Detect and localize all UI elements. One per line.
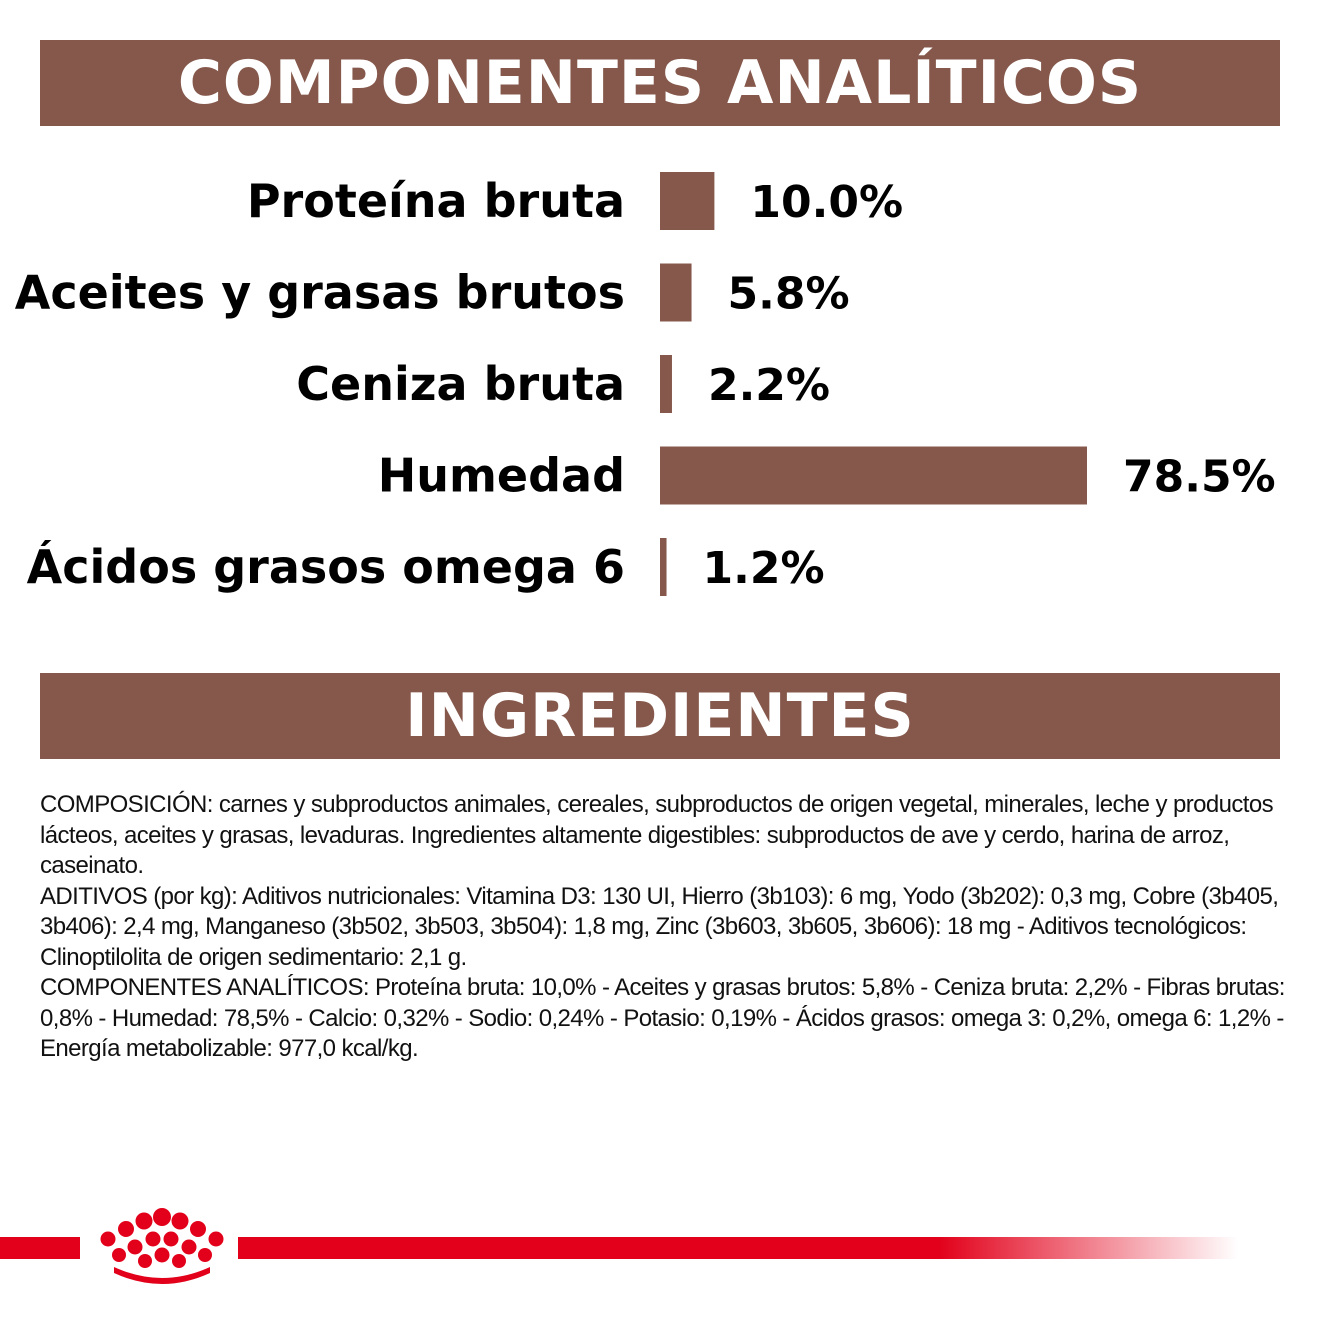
bar — [660, 355, 672, 413]
value-label: 5.8% — [728, 269, 850, 320]
footer-red-line-right — [238, 1237, 1238, 1259]
analytic-components-header: COMPONENTES ANALÍTICOS — [40, 40, 1280, 126]
category-label: Proteína bruta — [247, 174, 625, 228]
analytic-bar-chart: Proteína bruta 10.0% Aceites y grasas brut… — [15, 172, 1276, 596]
category-label: Ácidos grasos omega 6 — [27, 540, 625, 594]
value-label: 2.2% — [708, 360, 830, 411]
footer-red-line-left — [0, 1237, 80, 1259]
ingredients-title: INGREDIENTES — [405, 681, 915, 751]
value-label: 1.2% — [703, 543, 825, 594]
bar — [660, 263, 692, 322]
analytic-components-title: COMPONENTES ANALÍTICOS — [177, 48, 1143, 118]
ingredients-header: INGREDIENTES — [40, 673, 1280, 759]
ingredients-text-block: COMPOSICIÓN: carnes y subproductos anima… — [40, 790, 1290, 1065]
bar — [660, 172, 715, 230]
value-label: 10.0% — [750, 177, 903, 228]
additives-paragraph: ADITIVOS (por kg): Aditivos nutricionale… — [40, 882, 1279, 971]
category-label: Humedad — [378, 449, 625, 503]
category-label: Ceniza bruta — [296, 357, 625, 411]
bar — [660, 538, 667, 596]
bar — [660, 446, 1087, 505]
category-label: Aceites y grasas brutos — [15, 266, 625, 320]
value-label: 78.5% — [1123, 452, 1276, 503]
composition-paragraph: COMPOSICIÓN: carnes y subproductos anima… — [40, 791, 1274, 879]
analytic-paragraph: COMPONENTES ANALÍTICOS: Proteína bruta: … — [40, 974, 1285, 1062]
royal-canin-crown-icon — [100, 1208, 224, 1284]
